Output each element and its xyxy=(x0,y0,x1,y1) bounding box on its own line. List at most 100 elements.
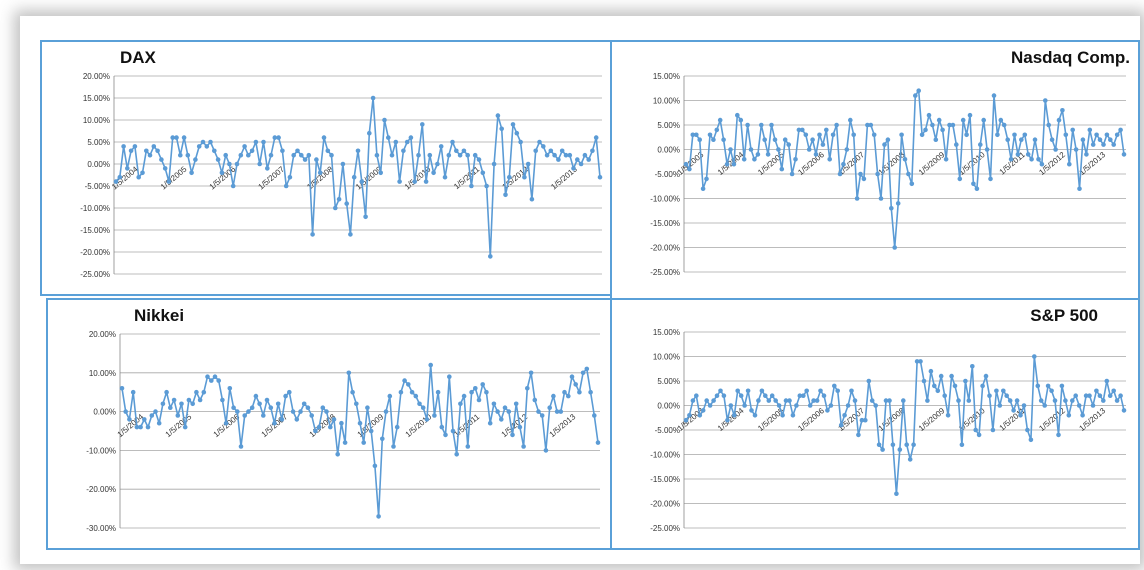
data-point xyxy=(817,132,822,138)
data-point xyxy=(1076,403,1082,408)
y-tick-label: -5.00% xyxy=(85,182,110,191)
data-point xyxy=(294,417,300,422)
data-point xyxy=(745,388,751,394)
data-point xyxy=(170,135,175,140)
data-point xyxy=(776,147,781,152)
data-point xyxy=(268,152,274,158)
data-point xyxy=(355,148,361,154)
data-point xyxy=(745,122,750,128)
data-point xyxy=(752,157,757,162)
data-point xyxy=(140,170,145,176)
data-point xyxy=(394,424,400,430)
data-point xyxy=(756,398,761,403)
data-point xyxy=(257,401,262,407)
data-point xyxy=(1039,161,1045,167)
data-point xyxy=(472,152,478,158)
data-point xyxy=(302,157,308,162)
data-point xyxy=(759,388,765,394)
data-point xyxy=(707,132,713,138)
data-point xyxy=(582,152,588,158)
data-point xyxy=(1032,354,1037,359)
data-point xyxy=(151,144,157,149)
data-point xyxy=(404,139,410,145)
data-point xyxy=(200,139,206,145)
data-point xyxy=(683,417,689,423)
data-point xyxy=(763,393,768,398)
data-point xyxy=(454,452,460,457)
data-point xyxy=(885,137,891,142)
data-point xyxy=(432,413,437,418)
y-tick-label: -20.00% xyxy=(650,244,680,253)
data-point xyxy=(499,126,505,132)
data-point xyxy=(856,432,861,438)
data-point xyxy=(287,389,292,395)
data-point xyxy=(880,447,885,452)
data-point xyxy=(1084,152,1089,157)
data-point xyxy=(796,127,802,133)
data-point xyxy=(147,152,153,158)
data-point xyxy=(299,152,304,158)
data-point xyxy=(532,397,538,403)
y-tick-label: -25.00% xyxy=(80,270,110,279)
data-point xyxy=(491,401,497,407)
data-point xyxy=(336,196,342,202)
data-point xyxy=(487,420,493,426)
data-point xyxy=(584,366,590,372)
data-point xyxy=(469,183,474,189)
chart-grid: 20.00% 15.00% 10.00% 5.00% 0.00% -5.00% -10.00… xyxy=(20,16,1140,564)
data-point xyxy=(127,417,132,422)
data-point xyxy=(149,413,155,418)
data-point xyxy=(220,397,225,403)
chart-title-nikkei: Nikkei xyxy=(134,306,185,325)
data-point xyxy=(533,148,538,154)
data-point xyxy=(136,174,141,180)
y-tick-label: -30.00% xyxy=(86,524,116,533)
data-point xyxy=(227,386,233,391)
data-point xyxy=(185,152,191,158)
data-point xyxy=(797,393,803,398)
data-point xyxy=(517,424,523,430)
data-point xyxy=(735,388,740,394)
data-point xyxy=(374,152,380,158)
data-point xyxy=(748,147,754,152)
data-point xyxy=(700,408,706,413)
data-point xyxy=(235,409,240,414)
data-point xyxy=(1090,403,1096,408)
data-point xyxy=(450,428,456,434)
data-point xyxy=(219,170,225,176)
data-point xyxy=(906,171,911,177)
data-point xyxy=(391,444,396,449)
data-point xyxy=(921,378,927,384)
data-point xyxy=(458,401,463,407)
data-point xyxy=(1018,413,1023,418)
data-point xyxy=(762,137,767,142)
data-point xyxy=(938,373,944,379)
data-point xyxy=(1015,152,1021,157)
data-point xyxy=(1080,413,1085,418)
data-point xyxy=(827,157,832,162)
data-point xyxy=(704,176,709,182)
data-point xyxy=(446,152,452,158)
data-point xyxy=(683,161,689,167)
data-point xyxy=(484,389,489,395)
y-tick-label: 0.00% xyxy=(93,408,116,417)
data-point xyxy=(465,152,471,158)
data-point xyxy=(476,157,482,162)
data-point xyxy=(291,152,296,158)
data-point xyxy=(782,137,788,142)
data-point xyxy=(367,130,372,136)
data-point xyxy=(1021,403,1027,408)
data-point xyxy=(976,432,982,438)
data-point xyxy=(393,139,399,145)
data-point xyxy=(1067,161,1072,167)
data-point xyxy=(473,386,478,391)
data-point xyxy=(344,201,350,206)
data-point xyxy=(717,117,723,123)
data-point xyxy=(697,413,703,418)
data-point xyxy=(340,161,346,167)
data-point xyxy=(386,135,391,140)
data-point xyxy=(238,444,244,449)
data-point xyxy=(779,166,785,172)
data-point xyxy=(190,401,195,407)
data-point xyxy=(502,405,508,410)
